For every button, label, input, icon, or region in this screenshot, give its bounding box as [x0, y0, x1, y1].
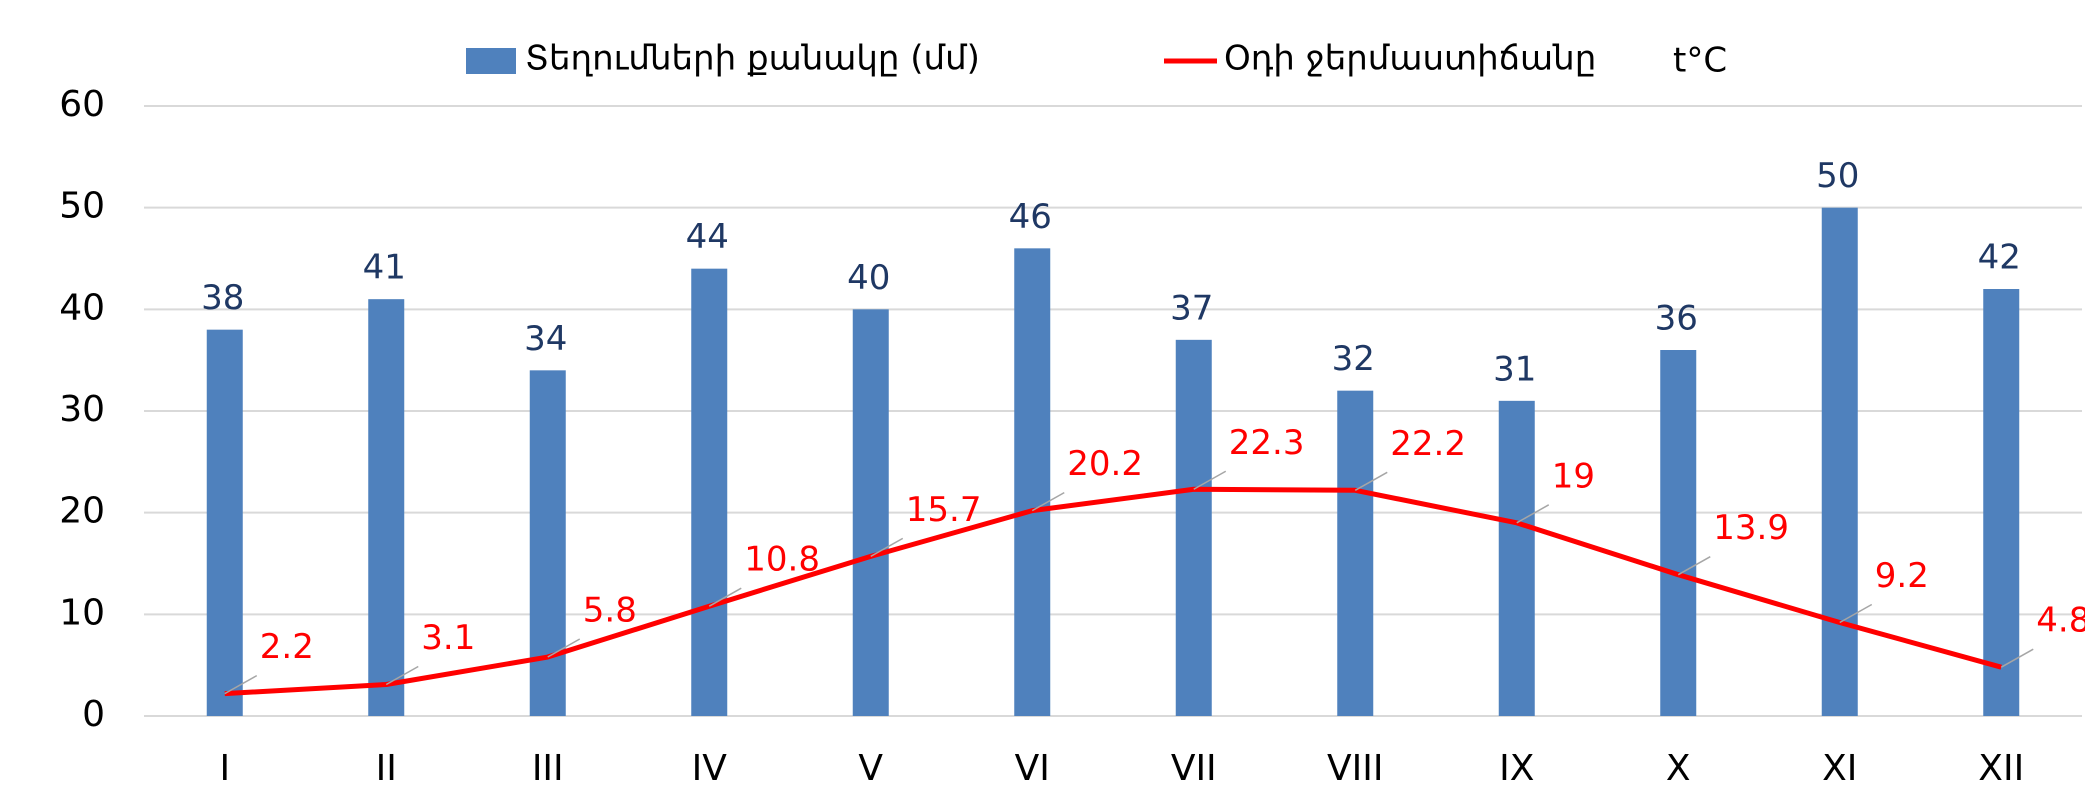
leader-line	[1516, 504, 1550, 524]
x-tick-label: XI	[1822, 748, 1857, 789]
line-value-label: 15.7	[906, 490, 982, 530]
bar	[1175, 339, 1212, 716]
x-tick-label: VI	[1015, 748, 1050, 789]
bar-value-label: 44	[686, 217, 729, 257]
leader-line	[1354, 471, 1388, 491]
line-value-label: 5.8	[583, 591, 637, 631]
bar-value-label: 46	[1009, 197, 1052, 237]
bar	[1337, 390, 1374, 716]
line-value-label: 22.2	[1390, 424, 1466, 464]
bar-value-label: 40	[847, 258, 890, 298]
leader-line	[1677, 556, 1711, 576]
bar	[529, 370, 566, 716]
bar	[852, 309, 889, 716]
bar	[1983, 289, 2020, 716]
leader-line	[2000, 648, 2034, 668]
bar	[206, 329, 243, 716]
x-tick-label: IX	[1499, 748, 1534, 789]
leader-line	[1031, 491, 1065, 512]
line-value-label: 20.2	[1067, 444, 1143, 484]
x-tick-label: VIII	[1327, 748, 1383, 789]
y-tick-label: 0	[82, 694, 105, 735]
leader-line	[1839, 603, 1873, 624]
leader-line	[385, 665, 419, 686]
legend-label: Օդի ջերմաստիճանը	[1224, 39, 1596, 79]
line-value-label: 19	[1552, 456, 1595, 496]
x-tick-label: X	[1666, 748, 1691, 789]
bar-value-label: 42	[1978, 238, 2021, 278]
bar	[1014, 248, 1051, 717]
bar	[1498, 400, 1535, 716]
legend-swatch	[466, 48, 516, 74]
x-tick-label: VII	[1171, 748, 1217, 789]
bar	[691, 268, 728, 716]
y-tick-label: 10	[59, 592, 105, 633]
bar-value-label: 41	[363, 248, 406, 288]
bar-value-label: 36	[1655, 299, 1698, 339]
y-tick-label: 30	[59, 389, 105, 430]
line-value-label: 4.8	[2036, 601, 2085, 641]
line-value-label: 22.3	[1229, 423, 1305, 463]
y-tick-label: 20	[59, 491, 105, 532]
y-tick-label: 60	[59, 84, 105, 125]
x-tick-label: III	[532, 748, 564, 789]
line-value-label: 3.1	[421, 618, 475, 658]
x-tick-label: II	[376, 748, 397, 789]
line-value-label: 9.2	[1875, 556, 1929, 596]
leader-line	[870, 537, 904, 558]
bar	[1821, 207, 1858, 716]
bar-value-label: 31	[1493, 349, 1536, 389]
x-tick-label: IV	[692, 748, 728, 789]
x-tick-label: I	[219, 748, 230, 789]
legend-label: Տեղումների քանակը (մմ)	[525, 39, 980, 79]
y-tick-label: 40	[59, 287, 105, 328]
line-value-label: 13.9	[1713, 508, 1789, 548]
line-value-label: 2.2	[260, 627, 314, 667]
y-tick-label: 50	[59, 186, 105, 227]
x-tick-label: XII	[1978, 748, 2024, 789]
bar-value-label: 37	[1170, 288, 1213, 328]
leader-line	[1193, 470, 1227, 490]
bar-value-label: 50	[1816, 156, 1859, 196]
line-value-label: 10.8	[744, 540, 820, 580]
bar	[1660, 350, 1697, 716]
bar	[368, 299, 405, 716]
bar-value-label: 34	[524, 319, 567, 359]
bar-value-label: 38	[201, 278, 244, 318]
bar-value-label: 32	[1332, 339, 1375, 379]
leader-line	[547, 638, 581, 658]
leader-line	[224, 674, 258, 695]
leader-line	[708, 587, 742, 607]
x-tick-label: V	[858, 748, 883, 789]
line	[224, 486, 2002, 697]
annotation: t°C	[1673, 41, 1727, 81]
